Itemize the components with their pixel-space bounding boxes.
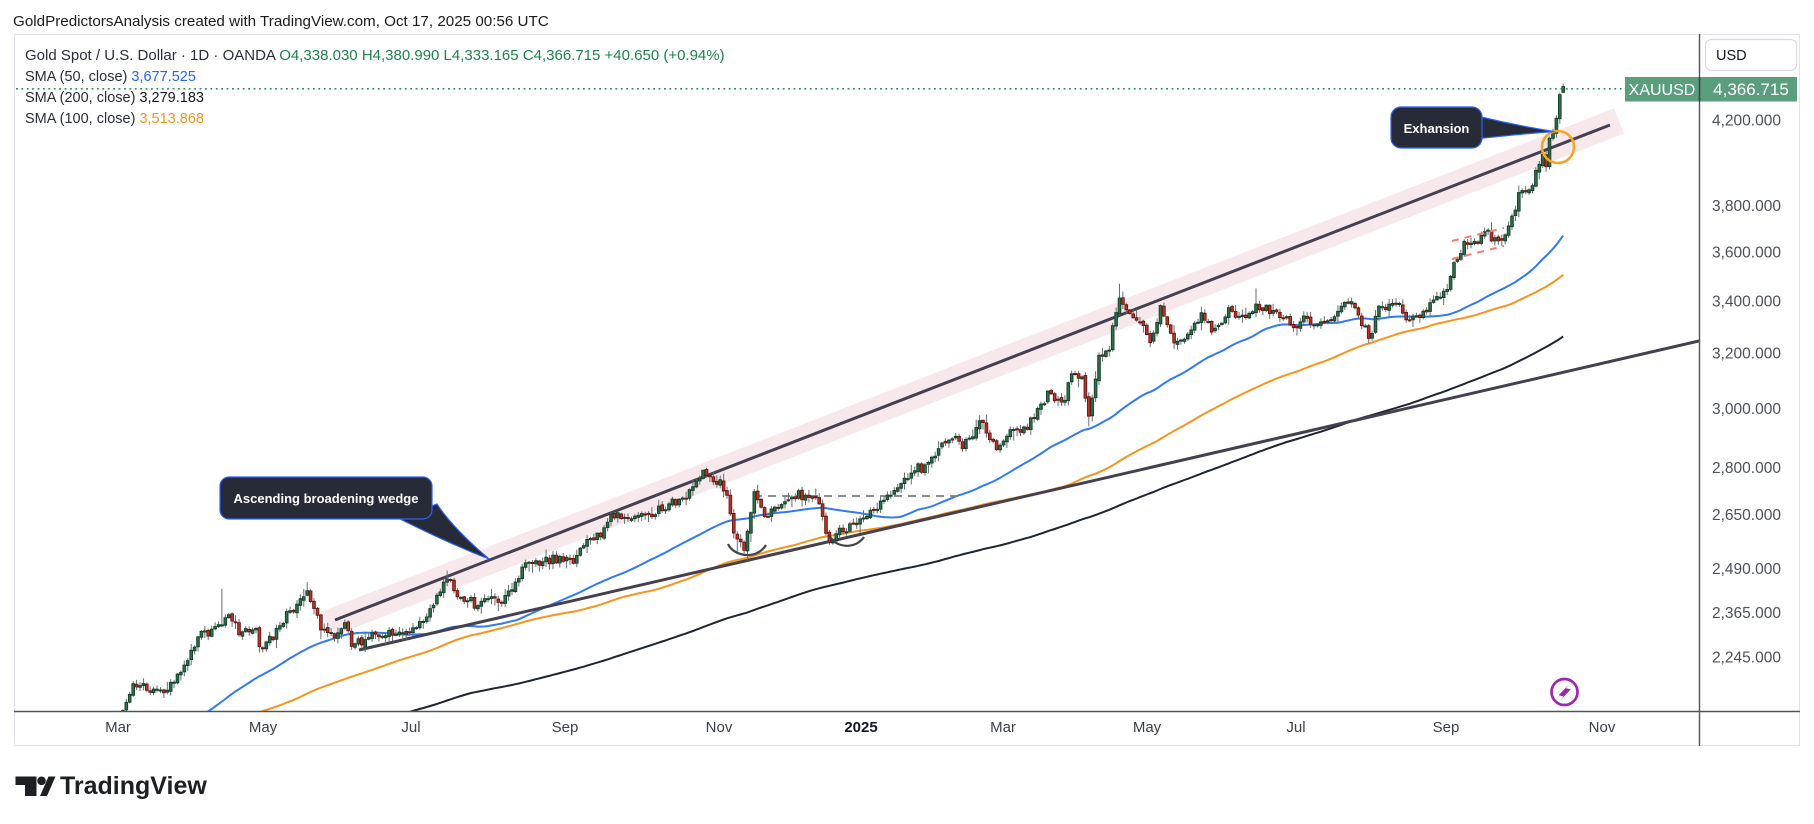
- svg-text:4,366.715: 4,366.715: [1713, 80, 1789, 99]
- svg-text:3,800.000: 3,800.000: [1712, 198, 1781, 215]
- svg-text:3,400.000: 3,400.000: [1712, 294, 1781, 311]
- svg-text:Ascending broadening wedge: Ascending broadening wedge: [234, 491, 419, 506]
- svg-text:TradingView: TradingView: [60, 772, 207, 800]
- svg-text:2,365.000: 2,365.000: [1712, 605, 1781, 622]
- svg-text:2025: 2025: [844, 719, 877, 736]
- svg-text:May: May: [249, 719, 278, 736]
- svg-text:3,200.000: 3,200.000: [1712, 346, 1781, 363]
- svg-text:Sep: Sep: [552, 719, 579, 736]
- svg-text:Nov: Nov: [1589, 719, 1616, 736]
- svg-text:SMA (100, close) 3,513.868: SMA (100, close) 3,513.868: [25, 111, 204, 127]
- svg-text:SMA (50, close) 3,677.525: SMA (50, close) 3,677.525: [25, 69, 196, 85]
- svg-text:GoldPredictorsAnalysis created: GoldPredictorsAnalysis created with Trad…: [13, 13, 549, 30]
- svg-text:Mar: Mar: [105, 719, 131, 736]
- svg-text:3,600.000: 3,600.000: [1712, 245, 1781, 262]
- svg-text:2,490.000: 2,490.000: [1712, 561, 1781, 578]
- svg-text:2,800.000: 2,800.000: [1712, 460, 1781, 477]
- svg-text:Jul: Jul: [1286, 719, 1305, 736]
- svg-text:XAUUSD: XAUUSD: [1629, 82, 1696, 99]
- svg-text:Nov: Nov: [706, 719, 733, 736]
- svg-text:Mar: Mar: [990, 719, 1016, 736]
- svg-text:Sep: Sep: [1433, 719, 1460, 736]
- svg-text:USD: USD: [1716, 48, 1747, 64]
- svg-text:3,000.000: 3,000.000: [1712, 401, 1781, 418]
- svg-text:Exhansion: Exhansion: [1404, 121, 1470, 136]
- svg-text:May: May: [1133, 719, 1162, 736]
- svg-text:Gold Spot / U.S. Dollar · 1D ·: Gold Spot / U.S. Dollar · 1D · OANDA O4,…: [25, 47, 725, 64]
- svg-text:4,200.000: 4,200.000: [1712, 113, 1781, 130]
- svg-text:SMA (200, close) 3,279.183: SMA (200, close) 3,279.183: [25, 90, 204, 106]
- svg-text:2,245.000: 2,245.000: [1712, 650, 1781, 667]
- svg-text:Jul: Jul: [401, 719, 420, 736]
- svg-text:2,650.000: 2,650.000: [1712, 507, 1781, 524]
